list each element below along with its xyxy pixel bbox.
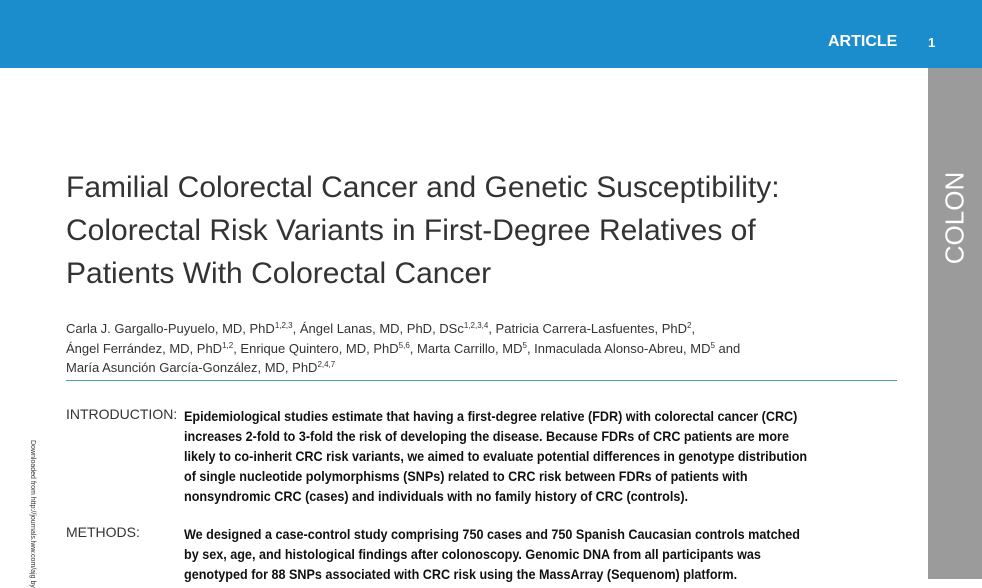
title-line: Familial Colorectal Cancer and Genetic S… <box>66 171 780 204</box>
affiliation: 5 <box>522 340 527 350</box>
affiliation: 5 <box>710 340 715 350</box>
text-line: likely to co-inherit CRC risk variants, … <box>184 448 808 464</box>
author-line: Carla J. Gargallo-Puyuelo, MD, PhD1,2,3,… <box>66 319 740 339</box>
affiliation: 2,4,7 <box>317 360 336 369</box>
author-text: María Asunción García-González, MD, PhD <box>66 360 318 375</box>
text-line: Epidemiological studies estimate that ha… <box>184 408 798 424</box>
affiliation: 1,2 <box>222 340 234 350</box>
affiliation: 5,6 <box>398 340 410 350</box>
author-text: , <box>691 321 696 336</box>
text-line: We designed a case-control study compris… <box>184 526 800 542</box>
affiliation: 1,2,3,4 <box>463 321 489 330</box>
divider <box>66 380 897 381</box>
title-line: Patients With Colorectal Cancer <box>66 257 492 290</box>
article-title: Familial Colorectal Cancer and Genetic S… <box>66 166 780 295</box>
header-bar: ARTICLE 1 <box>0 0 982 68</box>
author-line: Ángel Ferrández, MD, PhD1,2, Enrique Qui… <box>66 339 740 359</box>
section-label: ARTICLE <box>828 33 898 50</box>
sidebar <box>928 68 982 579</box>
author-text: , Patricia Carrera-Lasfuentes, PhD <box>488 321 688 336</box>
page-number: 1 <box>928 35 936 50</box>
text-line: increases 2-fold to 3-fold the risk of d… <box>184 428 789 444</box>
text-line: by sex, age, and histological findings a… <box>184 546 761 562</box>
affiliation: 1,2,3 <box>274 321 293 330</box>
author-text: , Inmaculada Alonso-Abreu, MD <box>526 340 711 356</box>
text-line: genotyped for 88 SNPs associated with CR… <box>184 566 738 582</box>
section-label: INTRODUCTION: <box>66 406 178 422</box>
title-line: Colorectal Risk Variants in First-Degree… <box>66 214 756 247</box>
author-list: Carla J. Gargallo-Puyuelo, MD, PhD1,2,3,… <box>66 319 740 378</box>
text-line: nonsyndromic CRC (cases) and individuals… <box>184 488 689 504</box>
section-text: Epidemiological studies estimate that ha… <box>184 406 876 506</box>
download-note: Downloaded from http://journals.lww.com/… <box>29 440 36 588</box>
author-text: Carla J. Gargallo-Puyuelo, MD, PhD <box>66 321 275 336</box>
author-text: Ángel Ferrández, MD, PhD <box>66 340 223 356</box>
text-line: of single nucleotide polymorphisms (SNPs… <box>184 468 748 484</box>
author-text: , Marta Carrillo, MD <box>409 340 523 356</box>
author-text: , Enrique Quintero, MD, PhD <box>233 340 399 356</box>
sidebar-label: COLON <box>939 171 970 265</box>
author-line: María Asunción García-González, MD, PhD2… <box>66 358 740 378</box>
author-text: , Ángel Lanas, MD, PhD, DSc <box>292 321 464 336</box>
section-text: We designed a case-control study compris… <box>184 524 868 584</box>
section-label: METHODS: <box>66 524 140 540</box>
author-text: and <box>714 340 741 356</box>
affiliation: 2 <box>687 321 692 330</box>
